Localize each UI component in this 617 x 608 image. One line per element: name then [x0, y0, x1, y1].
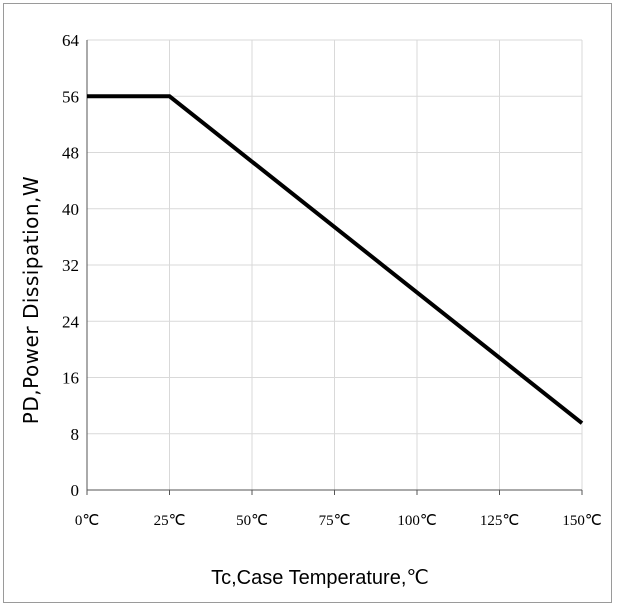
- y-tick-label: 16: [62, 369, 79, 388]
- y-tick-label: 8: [71, 425, 80, 444]
- x-tick-label: 0℃: [75, 513, 99, 529]
- x-gridlines: [169, 40, 583, 490]
- y-axis-title: PD,Power Dissipation,W: [19, 176, 43, 424]
- y-tick-labels: 0 8 16 24 32 40 48 56 64: [62, 31, 80, 500]
- y-tick-label: 0: [71, 481, 80, 500]
- y-tick-label: 32: [62, 256, 79, 275]
- x-tick-label: 25℃: [154, 513, 186, 529]
- chart-frame: [3, 3, 612, 603]
- y-tick-label: 56: [62, 87, 79, 106]
- y-tick-label: 24: [62, 312, 80, 331]
- series-line: [87, 94, 584, 425]
- x-tick-label: 75℃: [319, 513, 351, 529]
- x-tick-label: 125℃: [480, 513, 519, 529]
- y-tick-label: 64: [62, 31, 80, 50]
- axes: [86, 40, 583, 495]
- y-tick-label: 40: [62, 200, 79, 219]
- x-tick-label: 100℃: [397, 513, 436, 529]
- x-tick-labels: 0℃ 25℃ 50℃ 75℃ 100℃ 125℃ 150℃: [75, 513, 602, 529]
- x-axis-title: Tc,Case Temperature,℃: [211, 567, 429, 589]
- x-tick-label: 50℃: [236, 513, 268, 529]
- series-lines: [87, 94, 584, 425]
- x-tick-label: 150℃: [562, 513, 601, 529]
- y-tick-label: 48: [62, 144, 79, 163]
